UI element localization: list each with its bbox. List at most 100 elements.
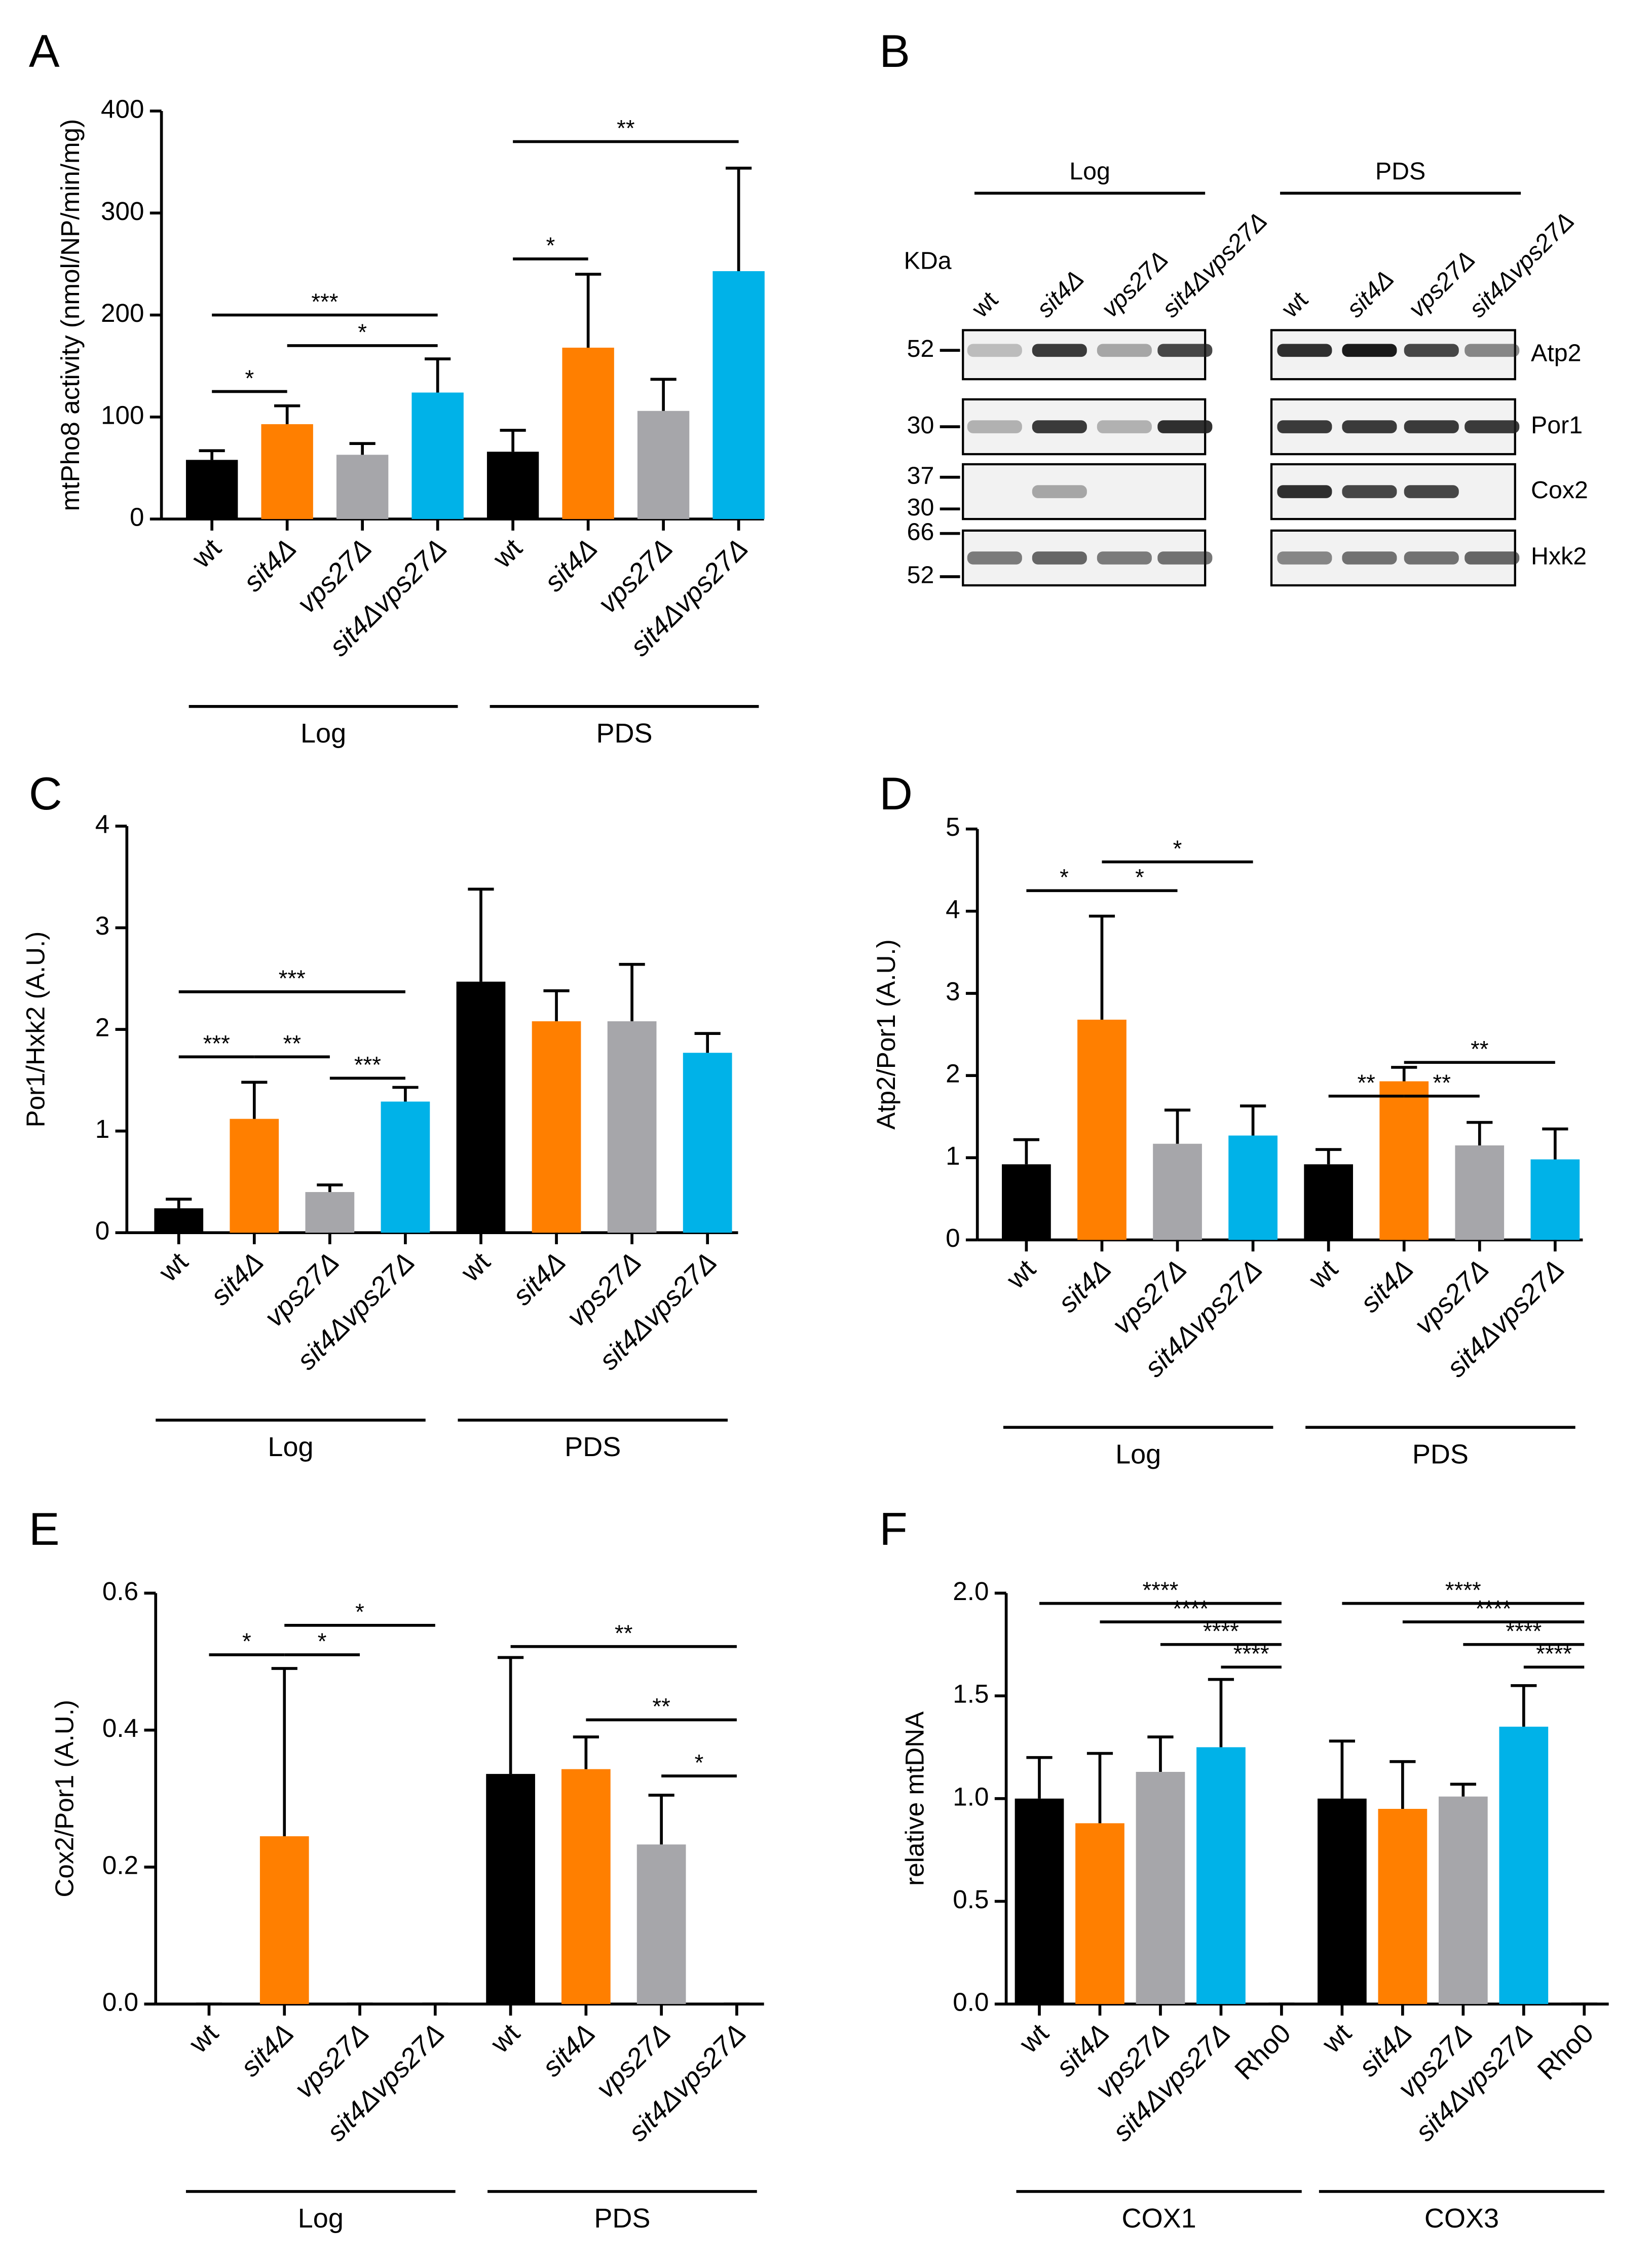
significance-label: **** (1445, 1577, 1481, 1603)
error-bar (648, 1794, 674, 1845)
blot-band (1277, 420, 1332, 433)
error-bar (241, 1081, 268, 1119)
bar (486, 452, 539, 519)
bar (1530, 1159, 1580, 1240)
blot-band (1404, 344, 1459, 357)
marker-label: 30 (907, 412, 934, 439)
significance-label: ** (1357, 1070, 1375, 1096)
group-label: PDS (594, 2203, 650, 2234)
bar (712, 271, 765, 519)
y-tick-label: 5 (946, 812, 960, 841)
significance-label: *** (311, 289, 338, 315)
error-bar (1467, 1121, 1493, 1145)
x-tick-label: sit4Δ (238, 533, 303, 598)
blot-band (1465, 344, 1520, 357)
significance-label: **** (1143, 1577, 1179, 1603)
y-tick-label: 400 (101, 95, 144, 124)
x-tick-label: wt (1316, 2018, 1357, 2059)
y-tick-label: 0.0 (102, 1988, 138, 2017)
blot-band (1277, 485, 1332, 498)
blot-band (1404, 485, 1459, 498)
blot-band (967, 344, 1022, 357)
significance-label: * (1135, 865, 1144, 890)
y-tick-label: 0 (130, 503, 144, 532)
x-tick-label: Rho0 (1531, 2018, 1599, 2086)
y-tick-label: 3 (946, 977, 960, 1006)
group-label: Log (1069, 158, 1110, 185)
y-axis-label: relative mtDNA (900, 1711, 929, 1886)
error-bar (1147, 1735, 1174, 1772)
significance-label: ** (1433, 1070, 1451, 1096)
error-bar (1026, 1756, 1053, 1799)
y-tick-label: 0.4 (102, 1714, 138, 1742)
bar (683, 1053, 732, 1233)
panel-label: C (29, 768, 62, 820)
error-bar (543, 989, 570, 1022)
lane-label: vps27Δ (1403, 246, 1480, 323)
error-bar (274, 404, 301, 424)
blot-band (967, 420, 1022, 433)
panel-label: D (879, 768, 913, 820)
bar (486, 1774, 535, 2004)
error-bar (468, 887, 494, 982)
bar (1153, 1143, 1202, 1240)
bar (562, 347, 614, 519)
lane-label: wt (966, 286, 1003, 323)
panel-label: A (29, 26, 60, 77)
blot-band (1097, 551, 1152, 565)
blot-band (967, 551, 1022, 565)
significance-label: ** (617, 116, 634, 141)
group-label: Log (301, 718, 346, 749)
significance-label: ** (615, 1620, 632, 1646)
x-tick-label: wt (1000, 1254, 1041, 1295)
blot-band (1097, 344, 1152, 357)
kda-label: KDa (904, 247, 952, 275)
y-tick-label: 1 (95, 1115, 109, 1143)
bar (411, 392, 464, 519)
bar (1015, 1798, 1064, 2004)
bar (636, 1844, 686, 2004)
significance-label: * (355, 1599, 364, 1625)
error-bar (694, 1032, 721, 1053)
significance-label: **** (1476, 1595, 1512, 1621)
y-tick-label: 200 (101, 299, 144, 327)
error-bar (392, 1086, 419, 1102)
significance-label: **** (1536, 1641, 1572, 1667)
blot-band (1342, 485, 1397, 498)
bar (607, 1021, 657, 1233)
group-label: PDS (1412, 1439, 1469, 1469)
y-tick-label: 0.0 (953, 1988, 989, 2017)
bar (1438, 1796, 1488, 2004)
lane-label: sit4Δvps27Δ (1157, 207, 1272, 322)
blot-band (1032, 344, 1087, 357)
blot-band (1404, 551, 1459, 565)
error-bar (1013, 1138, 1040, 1165)
group-label: COX1 (1122, 2203, 1196, 2234)
blot-band (1157, 344, 1213, 357)
lane-label: sit4Δ (1341, 265, 1399, 323)
x-tick-label: wt (153, 1247, 194, 1288)
y-axis-label: Cox2/Por1 (A.U.) (50, 1700, 79, 1898)
error-bar (1164, 1108, 1191, 1144)
significance-label: ** (283, 1031, 301, 1057)
y-tick-label: 300 (101, 197, 144, 226)
bar (1228, 1135, 1278, 1240)
error-bar (1390, 1760, 1416, 1809)
y-tick-label: 4 (946, 895, 960, 923)
x-tick-label: sit4Δ (205, 1247, 270, 1312)
marker-label: 30 (907, 494, 934, 521)
bar (230, 1119, 279, 1233)
x-tick-label: sit4Δ (1355, 1254, 1419, 1319)
error-bar (497, 1656, 524, 1774)
x-tick-label: sit4Δ (507, 1247, 572, 1312)
group-label: Log (298, 2203, 344, 2234)
error-bar (1511, 1684, 1537, 1727)
y-tick-label: 1.0 (953, 1782, 989, 1811)
bar (637, 411, 690, 519)
x-tick-label: wt (1302, 1254, 1343, 1295)
bar (1136, 1772, 1185, 2004)
significance-label: **** (1506, 1618, 1542, 1644)
lane-label: wt (1276, 286, 1313, 323)
x-tick-label: sit4Δ (537, 2018, 602, 2083)
